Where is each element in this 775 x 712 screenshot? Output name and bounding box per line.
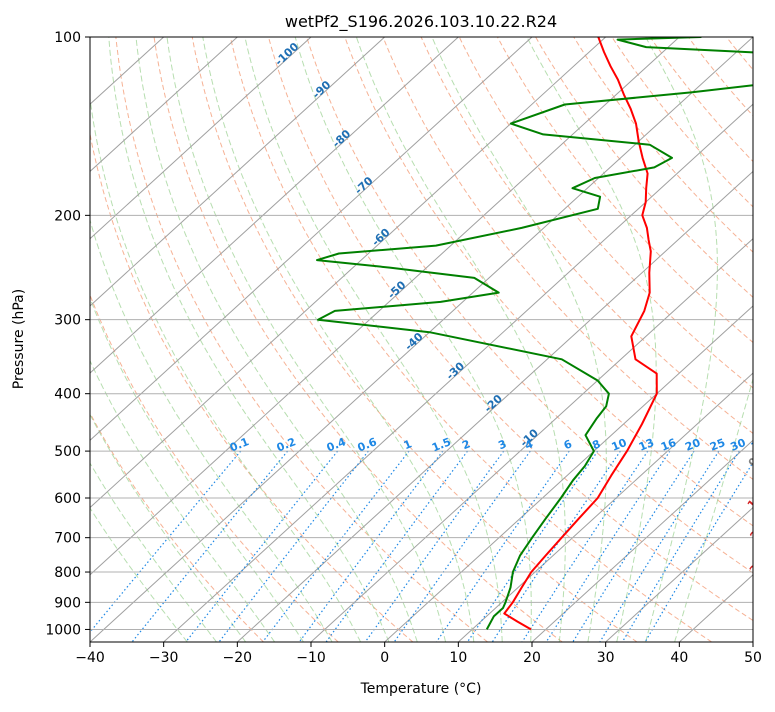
moist-adiabat-line [109, 37, 389, 642]
dry-adiabat-label: 30 [747, 556, 767, 576]
moist-adiabat-line [675, 37, 775, 642]
mixing-ratio-label: 3 [496, 437, 508, 452]
moist-adiabat-line [646, 37, 718, 642]
mixing-ratio-line [622, 451, 739, 642]
mixing-ratio-label: 0.1 [228, 435, 251, 454]
dry-adiabat-line [1, 37, 263, 642]
mixing-ratio-line [436, 451, 569, 642]
dry-adiabat-label: 10 [745, 491, 765, 511]
y-tick-label: 200 [54, 208, 81, 224]
isotherm-line [0, 37, 311, 642]
isotherm-label: -90 [310, 78, 334, 101]
isotherm-line [753, 37, 775, 642]
mixing-ratio-line [132, 451, 288, 642]
y-tick-label: 800 [54, 565, 81, 581]
dry-adiabat-line [78, 37, 413, 642]
isotherm-line [0, 37, 458, 642]
profile-series [317, 37, 775, 629]
mixing-ratio-line [82, 451, 241, 642]
dry-adiabat-line [574, 37, 775, 642]
x-tick-label: 50 [744, 650, 762, 666]
chart-title: wetPf2_S196.2026.103.10.22.R24 [285, 12, 557, 32]
mixing-ratio-label: 1.5 [430, 435, 453, 454]
isotherm-label: -60 [369, 226, 393, 249]
moist-adiabat-line [23, 37, 275, 642]
moist-adiabat-line [4, 37, 245, 642]
moist-adiabat-line [62, 37, 332, 642]
isotherm-line [0, 37, 606, 642]
y-tick-label: 1000 [45, 622, 81, 638]
x-tick-label: −10 [296, 650, 326, 666]
dry-adiabat-line [688, 37, 775, 642]
mixing-ratio-label: 1 [402, 437, 414, 452]
dry-adiabat-line [765, 37, 775, 642]
mixing-ratio-label: 0.4 [325, 435, 348, 454]
mixing-ratio-label: 0.6 [356, 435, 379, 454]
moist-adiabat-line [136, 37, 417, 642]
mixing-ratio-line [492, 451, 620, 642]
x-tick-label: 40 [670, 650, 688, 666]
y-tick-label: 600 [54, 491, 81, 507]
mixing-ratio-label: 6 [562, 437, 574, 452]
x-tick-label: −30 [149, 650, 179, 666]
x-axis: −40 −30 −20 −10 0 10 20 30 40 50 [75, 642, 762, 666]
moist-adiabat-line [85, 37, 361, 642]
isotherm-label: -20 [482, 392, 506, 415]
dry-adiabat-label: 20 [748, 522, 768, 542]
mixing-ratio-line [573, 451, 694, 642]
moist-adiabat-line [167, 37, 446, 642]
isotherm-label: -80 [330, 127, 354, 150]
mixing-ratio-line [468, 451, 598, 642]
y-tick-label: 300 [54, 313, 81, 329]
dewpoint-profile-line [317, 37, 775, 629]
y-axis: 100 200 300 400 500 600 700 800 900 1000 [45, 30, 90, 638]
y-tick-label: 900 [54, 595, 81, 611]
dry-adiabat-line [726, 37, 775, 642]
y-tick-label: 500 [54, 444, 81, 460]
mixing-ratio-line [365, 451, 503, 642]
mixing-ratio-label: 36 [749, 436, 768, 454]
x-tick-label: 20 [523, 650, 541, 666]
x-tick-label: −40 [75, 650, 105, 666]
background-lines [0, 37, 775, 642]
x-axis-label: Temperature (°C) [360, 681, 482, 697]
isotherm-label: -40 [402, 330, 426, 353]
isotherm-line [16, 37, 679, 642]
isotherm-label: -70 [352, 174, 376, 197]
y-tick-label: 700 [54, 531, 81, 547]
isotherm-label: -50 [385, 278, 409, 301]
isotherm-line [0, 37, 532, 642]
y-tick-label: 100 [54, 30, 81, 46]
y-axis-label: Pressure (hPa) [11, 289, 27, 389]
x-tick-label: 30 [597, 650, 615, 666]
mixing-ratio-label: 2 [460, 437, 472, 452]
x-tick-label: −20 [223, 650, 253, 666]
dry-adiabat-line [230, 37, 711, 642]
moist-adiabat-line [0, 37, 217, 642]
x-tick-label: 0 [380, 650, 389, 666]
y-tick-label: 400 [54, 387, 81, 403]
isotherm-line [0, 37, 385, 642]
x-tick-label: 10 [449, 650, 467, 666]
mixing-ratio-line [326, 451, 467, 642]
dry-adiabat-label: 40 [757, 581, 775, 601]
dry-adiabat-line [536, 37, 775, 642]
moist-adiabat-line [0, 37, 187, 642]
mixing-ratio-line [263, 451, 409, 642]
mixing-ratio-line [186, 451, 338, 642]
mixing-ratio-label: 0.2 [275, 435, 298, 454]
